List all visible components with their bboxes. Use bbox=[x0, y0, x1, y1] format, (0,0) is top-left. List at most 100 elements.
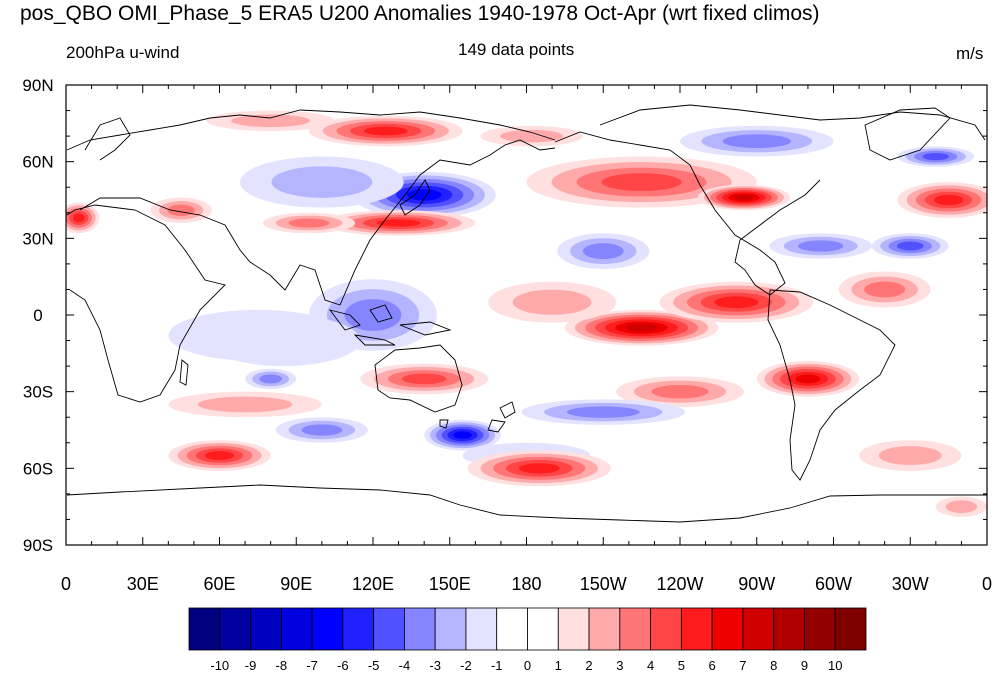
variable-label: 200hPa u-wind bbox=[66, 43, 180, 62]
anomaly-contour-level bbox=[566, 406, 640, 418]
colorbar-box bbox=[804, 607, 836, 651]
colorbar-box bbox=[496, 607, 528, 651]
colorbar-label: 10 bbox=[828, 658, 842, 673]
lat-label: 60S bbox=[23, 459, 53, 478]
colorbar-box bbox=[188, 607, 221, 651]
lon-label: 150E bbox=[429, 574, 471, 594]
colorbar-box bbox=[588, 607, 621, 651]
data-count-label: 149 data points bbox=[458, 40, 575, 59]
coastlines bbox=[66, 104, 987, 523]
lon-label: 150W bbox=[580, 574, 627, 594]
anomaly-feature bbox=[769, 233, 872, 259]
colorbar-box bbox=[373, 607, 405, 651]
anomaly-feature bbox=[245, 368, 297, 390]
colorbar-label: 4 bbox=[647, 658, 654, 673]
anomaly-feature bbox=[360, 363, 489, 395]
anomaly-contours bbox=[66, 110, 987, 517]
figure-title: pos_QBO OMI_Phase_5 ERA5 U200 Anomalies … bbox=[20, 2, 820, 25]
anomaly-feature bbox=[859, 440, 962, 471]
latitude-labels: 90N 60N 30N 0 30S 60S 90S bbox=[22, 76, 53, 555]
anomaly-contour-level bbox=[864, 281, 906, 298]
colorbar-box bbox=[557, 607, 590, 651]
anomaly-contour-level bbox=[376, 219, 421, 227]
anomaly-contour-level bbox=[301, 424, 343, 436]
anomaly-feature bbox=[564, 309, 719, 346]
lon-label: 180 bbox=[511, 574, 541, 594]
lon-label: 120W bbox=[656, 574, 703, 594]
anomaly-feature bbox=[659, 281, 814, 323]
anomaly-contour-level bbox=[259, 374, 283, 384]
lat-label: 30N bbox=[22, 229, 53, 248]
colorbar-label: -2 bbox=[460, 658, 472, 673]
anomaly-feature bbox=[756, 361, 860, 397]
anomaly-feature bbox=[616, 376, 744, 407]
anomaly-contour-level bbox=[922, 153, 950, 161]
colorbar-box bbox=[650, 607, 682, 651]
lon-label: 90W bbox=[738, 574, 775, 594]
anomaly-contour-level bbox=[582, 243, 624, 260]
anomaly-contour-level bbox=[896, 241, 924, 251]
anomaly-feature bbox=[467, 450, 611, 487]
anomaly-contour-level bbox=[231, 114, 311, 128]
colorbar-box bbox=[219, 607, 251, 651]
colorbar-box bbox=[250, 607, 282, 651]
colorbar-label: 1 bbox=[555, 658, 562, 673]
anomaly-contour-level bbox=[168, 309, 348, 362]
anomaly-contour-level bbox=[197, 396, 293, 413]
colorbar-label: 9 bbox=[801, 658, 808, 673]
anomaly-contour-level bbox=[518, 463, 560, 474]
anomaly-feature bbox=[680, 125, 834, 157]
anomaly-feature bbox=[557, 233, 650, 269]
anomaly-feature bbox=[488, 281, 617, 323]
anomaly-feature bbox=[168, 391, 322, 418]
anomaly-feature bbox=[168, 309, 348, 362]
lon-label: 30W bbox=[892, 574, 929, 594]
anomaly-contour-level bbox=[204, 451, 235, 460]
anomaly-feature bbox=[838, 271, 931, 308]
anomaly-contour-level bbox=[795, 374, 821, 384]
anomaly-contour-level bbox=[734, 194, 754, 201]
lon-label: 60W bbox=[815, 574, 852, 594]
colorbar-box bbox=[280, 607, 313, 651]
anomaly-feature bbox=[521, 399, 686, 425]
colorbar-box bbox=[465, 607, 498, 651]
lon-label: 120E bbox=[352, 574, 394, 594]
anomaly-contour-level bbox=[714, 296, 759, 309]
anomaly-contour-level bbox=[797, 240, 844, 252]
anomaly-contour-level bbox=[406, 189, 442, 201]
anomaly-contour-level bbox=[288, 218, 330, 228]
lon-label: 90E bbox=[280, 574, 312, 594]
lon-label: 0 bbox=[982, 574, 992, 594]
colorbar-label: 2 bbox=[585, 658, 592, 673]
anomaly-feature bbox=[309, 115, 463, 147]
lat-label: 90S bbox=[23, 536, 53, 555]
lat-label: 30S bbox=[23, 383, 53, 402]
colorbar-box bbox=[404, 607, 436, 651]
anomaly-feature bbox=[275, 417, 368, 443]
lat-label: 90N bbox=[22, 76, 53, 95]
anomaly-contour-level bbox=[363, 126, 408, 136]
colorbar-label: -5 bbox=[368, 658, 380, 673]
longitude-labels: 0 30E 60E 90E 120E 150E 180 150W 120W 90W 60W 30W 0 bbox=[61, 574, 992, 594]
anomaly-feature bbox=[262, 212, 356, 234]
colorbar-box bbox=[434, 607, 467, 651]
anomaly-contour-level bbox=[500, 129, 564, 143]
lon-label: 60E bbox=[203, 574, 235, 594]
anomaly-feature bbox=[526, 156, 757, 208]
colorbar-label: -9 bbox=[245, 658, 257, 673]
colorbar-box bbox=[742, 607, 775, 651]
units-label: m/s bbox=[956, 44, 984, 63]
anomaly-contour-level bbox=[401, 373, 447, 385]
colorbar-label: -7 bbox=[306, 658, 318, 673]
colorbar-label: -8 bbox=[276, 658, 288, 673]
anomaly-contour-level bbox=[72, 213, 85, 223]
anomaly-contour-level bbox=[722, 134, 791, 149]
colorbar-box bbox=[711, 607, 744, 651]
colorbar-label: -3 bbox=[429, 658, 441, 673]
anomaly-feature bbox=[871, 233, 949, 259]
anomaly-contour-level bbox=[271, 166, 373, 198]
anomaly-contour-level bbox=[934, 194, 964, 206]
lat-label: 0 bbox=[33, 306, 42, 325]
anomaly-contour-level bbox=[453, 431, 472, 439]
